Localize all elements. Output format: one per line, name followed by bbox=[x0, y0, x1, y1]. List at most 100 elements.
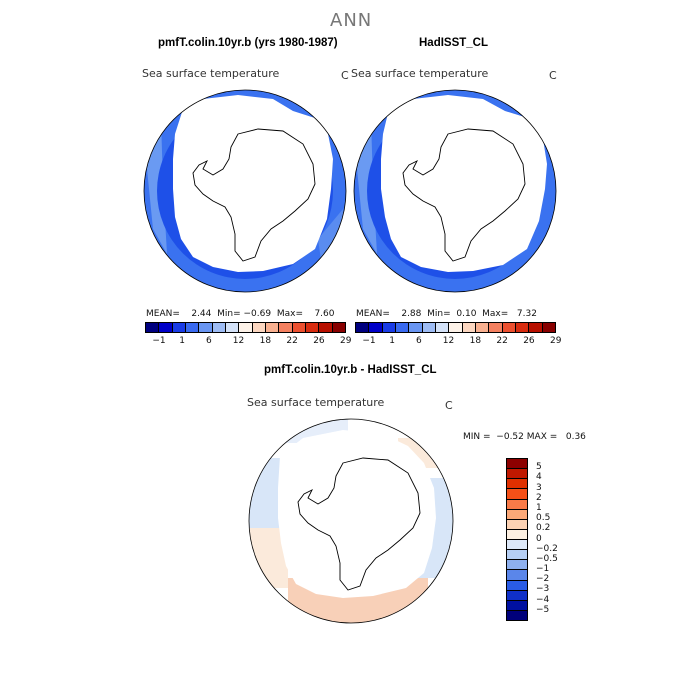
panel-1-map bbox=[143, 89, 347, 293]
colorbar-tick-label: 22 bbox=[286, 336, 298, 346]
colorbar-segment bbox=[507, 570, 527, 581]
diff-units-label: C bbox=[445, 399, 453, 412]
colorbar-tick-label: 6 bbox=[416, 336, 422, 346]
colorbar-segment bbox=[507, 479, 527, 490]
colorbar-segment bbox=[507, 550, 527, 561]
max-label: Max= bbox=[482, 309, 509, 319]
colorbar-segment bbox=[212, 323, 226, 332]
colorbar-segment bbox=[507, 499, 527, 510]
colorbar-segment bbox=[507, 580, 527, 591]
colorbar-tick-label: −1 bbox=[536, 564, 550, 575]
min-value: −0.52 bbox=[496, 432, 524, 442]
colorbar-segment bbox=[507, 600, 527, 611]
colorbar-segment bbox=[435, 323, 450, 332]
colorbar-segment bbox=[395, 323, 410, 332]
max-value: 7.60 bbox=[314, 309, 335, 319]
mean-label: MEAN= bbox=[146, 309, 180, 319]
colorbar-tick-label: −0.5 bbox=[536, 553, 558, 564]
colorbar-tick-label: 18 bbox=[259, 336, 272, 346]
colorbar-tick-label: 2 bbox=[536, 492, 542, 503]
colorbar-segment bbox=[507, 529, 527, 540]
colorbar-tick-label: −1 bbox=[362, 336, 376, 346]
panel-2-colorbar bbox=[355, 322, 556, 333]
colorbar-segment bbox=[475, 323, 490, 332]
max-label: Max= bbox=[276, 309, 303, 319]
min-label: MIN = bbox=[463, 432, 491, 442]
colorbar-tick-label: 12 bbox=[232, 336, 245, 346]
colorbar-segment bbox=[422, 323, 436, 332]
panel-1-units-label: C bbox=[341, 69, 349, 82]
plot-title: ANN bbox=[330, 10, 373, 31]
colorbar-segment bbox=[502, 323, 516, 332]
colorbar-segment bbox=[515, 323, 530, 332]
colorbar-tick-label: 4 bbox=[536, 472, 542, 483]
min-label: Min= bbox=[217, 309, 241, 319]
colorbar-segment bbox=[172, 323, 186, 332]
panel-2-variable-label: Sea surface temperature bbox=[351, 67, 489, 80]
colorbar-segment bbox=[279, 323, 293, 332]
panel-1-stats: MEAN= 2.44 Min= −0.69 Max= 7.60 bbox=[146, 309, 335, 319]
panel-2-colorbar-ticks: −1 1 6 12 18 22 26 29 bbox=[355, 336, 561, 348]
diff-colorbar-labels: 5 4 3 2 1 0.5 0.2 0 −0.2 −0.5 −1 −2 −3 −4 −5 bbox=[536, 458, 576, 621]
colorbar-tick-label: −0.2 bbox=[536, 543, 558, 554]
colorbar-tick-label: 1 bbox=[179, 336, 185, 346]
colorbar-segment bbox=[507, 469, 527, 480]
diff-colorbar bbox=[506, 458, 528, 621]
panel-2-units-label: C bbox=[549, 69, 557, 82]
antarctica-region bbox=[173, 95, 333, 272]
coastline bbox=[402, 128, 526, 262]
colorbar-segment bbox=[332, 323, 345, 332]
colorbar-segment bbox=[146, 323, 160, 332]
max-value: 7.32 bbox=[516, 309, 537, 319]
colorbar-segment bbox=[507, 509, 527, 520]
colorbar-segment bbox=[292, 323, 306, 332]
colorbar-tick-label: −3 bbox=[536, 584, 550, 595]
colorbar-segment bbox=[319, 323, 333, 332]
colorbar-segment bbox=[529, 323, 543, 332]
diff-variable-label: Sea surface temperature bbox=[247, 396, 385, 409]
colorbar-segment bbox=[369, 323, 383, 332]
colorbar-segment bbox=[507, 560, 527, 571]
colorbar-tick-label: 18 bbox=[469, 336, 482, 346]
antarctica-region bbox=[381, 95, 547, 272]
colorbar-segment bbox=[239, 323, 253, 332]
colorbar-tick-label: 0.5 bbox=[536, 513, 551, 524]
colorbar-tick-label: 1 bbox=[536, 502, 542, 513]
panel-1-colorbar-ticks: −1 1 6 12 18 22 26 29 bbox=[145, 336, 351, 348]
min-value: −0.69 bbox=[243, 309, 272, 319]
colorbar-tick-label: 1 bbox=[389, 336, 395, 346]
colorbar-segment bbox=[507, 459, 527, 470]
colorbar-segment bbox=[199, 323, 213, 332]
max-label: MAX = bbox=[526, 432, 558, 442]
panel-1-case-label: pmfT.colin.10yr.b (yrs 1980-1987) bbox=[158, 37, 338, 49]
coastline bbox=[192, 128, 316, 262]
diff-map bbox=[248, 418, 454, 624]
panel-1-colorbar bbox=[145, 322, 346, 333]
colorbar-segment bbox=[542, 323, 555, 332]
colorbar-segment bbox=[507, 590, 527, 601]
colorbar-segment bbox=[507, 519, 527, 530]
colorbar-segment bbox=[382, 323, 396, 332]
colorbar-tick-label: 26 bbox=[523, 336, 535, 346]
colorbar-segment bbox=[225, 323, 240, 332]
colorbar-tick-label: 26 bbox=[313, 336, 325, 346]
colorbar-segment bbox=[507, 610, 527, 620]
colorbar-tick-label: 22 bbox=[496, 336, 508, 346]
mean-value: 2.88 bbox=[401, 309, 422, 319]
colorbar-tick-label: 29 bbox=[550, 336, 562, 346]
min-value: 0.10 bbox=[456, 309, 477, 319]
colorbar-tick-label: 29 bbox=[340, 336, 352, 346]
colorbar-tick-label: 3 bbox=[536, 482, 542, 493]
panel-2-stats: MEAN= 2.88 Min= 0.10 Max= 7.32 bbox=[356, 309, 537, 319]
min-label: Min= bbox=[427, 309, 451, 319]
colorbar-segment bbox=[409, 323, 423, 332]
colorbar-tick-label: 0.2 bbox=[536, 523, 551, 534]
panel-2-map bbox=[353, 89, 557, 293]
colorbar-segment bbox=[185, 323, 200, 332]
colorbar-tick-label: 5 bbox=[536, 462, 542, 473]
colorbar-segment bbox=[507, 489, 527, 500]
diff-minmax: MIN = −0.52 MAX = 0.36 bbox=[463, 432, 586, 442]
colorbar-segment bbox=[462, 323, 476, 332]
colorbar-segment bbox=[507, 540, 527, 551]
panel-1-variable-label: Sea surface temperature bbox=[142, 67, 280, 80]
